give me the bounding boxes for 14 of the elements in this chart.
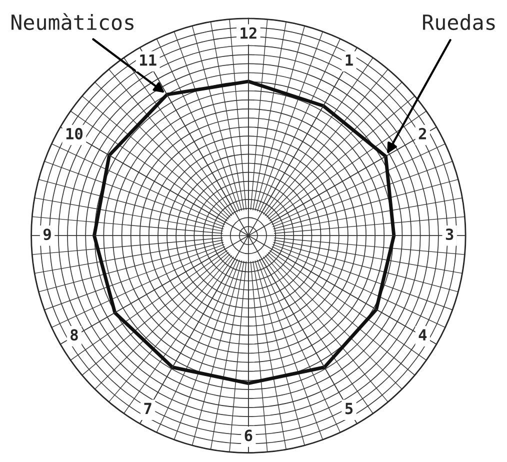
spoke-label: 2: [418, 128, 426, 140]
spoke-label: 8: [70, 329, 78, 341]
spoke-label: 12: [240, 27, 256, 39]
spoke-label: 10: [66, 128, 82, 140]
spoke-label: 3: [446, 228, 454, 240]
spoke-label: 9: [43, 228, 51, 240]
spoke-label: 7: [144, 402, 152, 414]
spoke-label: 4: [418, 329, 427, 340]
text: Neumàticos: [12, 13, 134, 30]
spoke-label: 1: [346, 54, 353, 66]
text: Ruedas: [423, 14, 495, 30]
spoke-label: 6: [244, 430, 252, 442]
spoke-label: 11: [140, 54, 156, 66]
spoke-label: 5: [345, 402, 353, 414]
